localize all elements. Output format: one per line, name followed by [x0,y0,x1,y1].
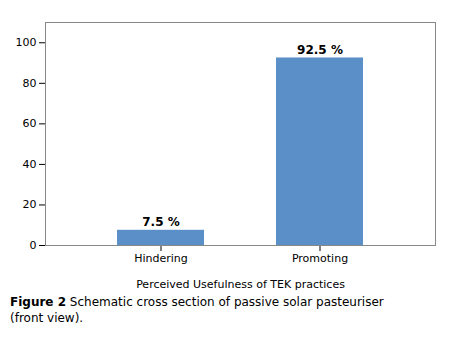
svg-text:Perceived Usefulness of TEK pr: Perceived Usefulness of TEK practices [136,278,345,291]
svg-text:0: 0 [30,239,37,252]
svg-text:20: 20 [23,198,37,211]
svg-text:100: 100 [16,36,37,49]
svg-text:7.5 %: 7.5 % [142,215,179,229]
svg-text:92.5 %: 92.5 % [297,43,343,57]
svg-text:60: 60 [23,117,37,130]
svg-text:80: 80 [23,77,37,90]
html-text:Figure 2 Schematic cross secti: Figure 2 Schematic cross section of pass… [10,295,384,326]
svg-text:Promoting: Promoting [292,252,348,265]
svg-text:40: 40 [23,158,37,171]
svg-text:Hindering: Hindering [134,252,188,265]
